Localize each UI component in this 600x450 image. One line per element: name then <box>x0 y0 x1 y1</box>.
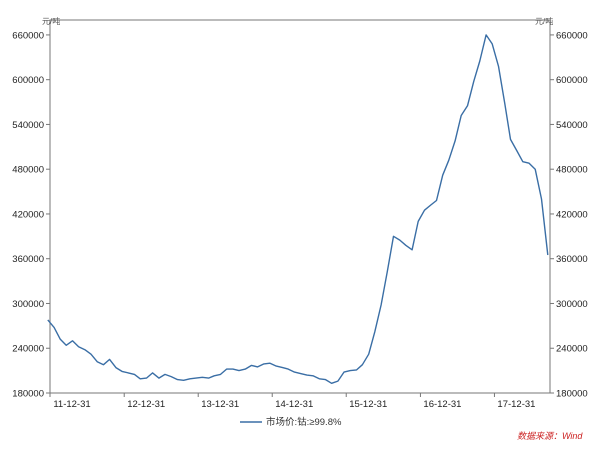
y-tick-label-left: 300000 <box>12 299 44 310</box>
y-tick-label-right: 240000 <box>556 344 588 355</box>
x-tick-label: 11-12-31 <box>53 399 90 410</box>
series-line <box>47 34 549 384</box>
y-axis-right: 180000 240000 300000 360000 420000 480000 5400… <box>550 30 588 400</box>
y-unit-left: 元/吨 <box>42 16 60 26</box>
y-tick-label-right: 600000 <box>556 75 588 86</box>
y-tick-label-left: 600000 <box>12 75 44 86</box>
y-tick-label-left: 420000 <box>12 209 44 220</box>
x-tick-label: 12-12-31 <box>127 399 165 410</box>
y-axis-left: 180000 240000 300000 360000 420000 480000 5400… <box>12 30 50 400</box>
y-tick-label-left: 540000 <box>12 120 44 131</box>
y-tick-label-right: 540000 <box>556 120 588 131</box>
x-tick-label: 16-12-31 <box>423 399 461 410</box>
y-tick-label-right: 420000 <box>556 209 588 220</box>
legend: 市场价:钴:≥99.8% <box>240 416 342 428</box>
y-tick-label-left: 660000 <box>12 30 44 41</box>
y-tick-label-right: 300000 <box>556 299 588 310</box>
source-note: 数据来源：Wind <box>517 431 583 441</box>
series-layer <box>47 34 549 384</box>
y-tick-label-left: 480000 <box>12 165 44 176</box>
y-tick-label-right: 360000 <box>556 254 588 265</box>
x-tick-label: 15-12-31 <box>349 399 387 410</box>
plot-area <box>49 19 551 394</box>
x-tick-label: 14-12-31 <box>275 399 313 410</box>
y-tick-label-left: 180000 <box>12 389 44 400</box>
y-tick-label-right: 480000 <box>556 165 588 176</box>
x-tick-label: 17-12-31 <box>497 399 535 410</box>
y-tick-label-left: 360000 <box>12 254 44 265</box>
x-axis: 11-12-31 12-12-31 13-12-31 14-12-31 15-12-31… <box>49 393 535 410</box>
legend-label: 市场价:钴:≥99.8% <box>266 416 342 428</box>
y-unit-right: 元/吨 <box>535 16 553 26</box>
y-tick-label-right: 660000 <box>556 30 588 41</box>
y-tick-label-left: 240000 <box>12 344 44 355</box>
x-tick-label: 13-12-31 <box>201 399 239 410</box>
y-tick-label-right: 180000 <box>556 389 588 400</box>
